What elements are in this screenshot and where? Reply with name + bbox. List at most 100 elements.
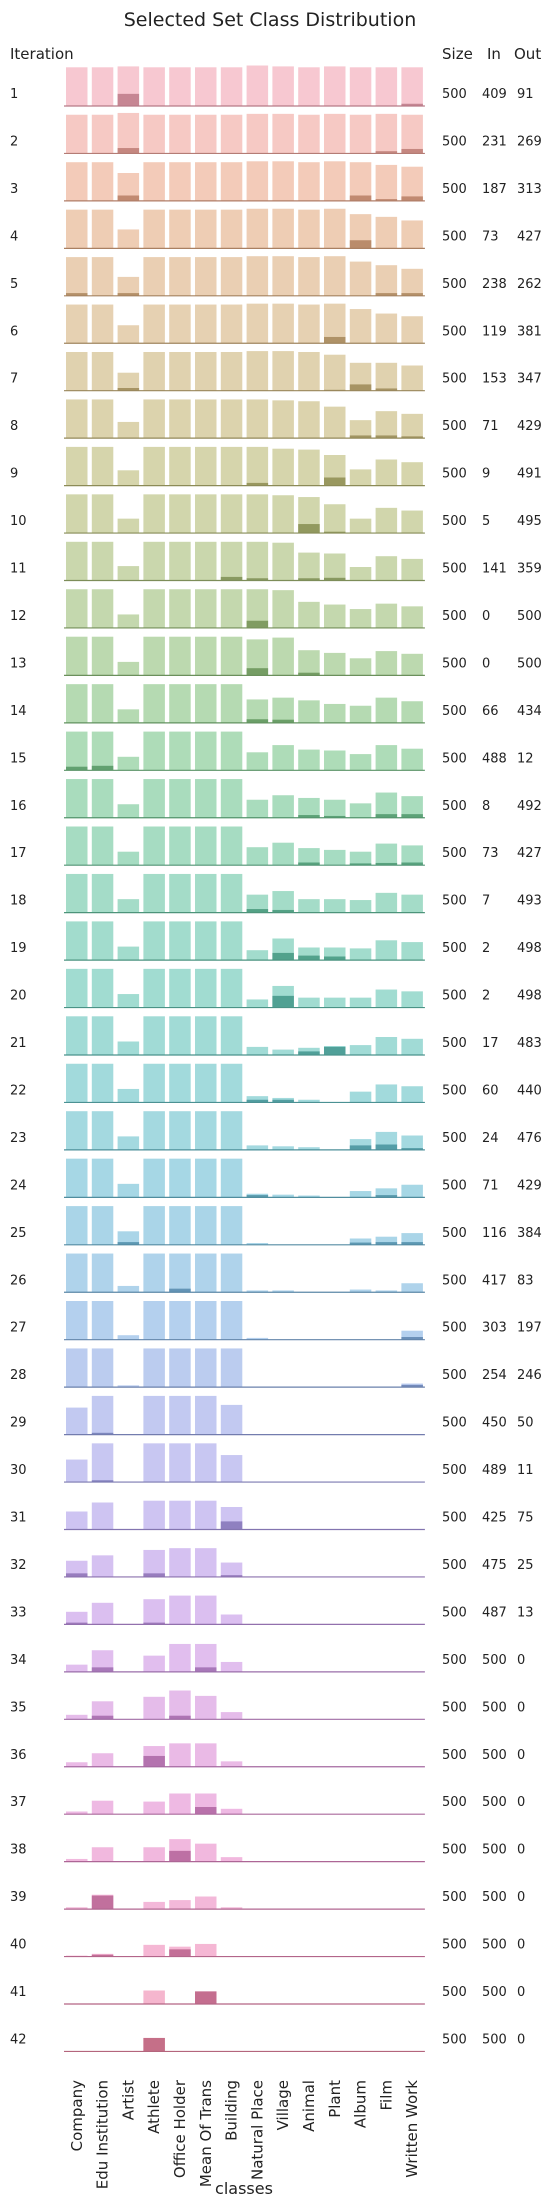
selected-bar — [375, 199, 398, 201]
selected-bar — [324, 815, 346, 818]
out-value: 0 — [517, 1843, 525, 1858]
selected-bar — [246, 620, 269, 628]
total-bar — [220, 1857, 243, 1862]
out-value: 0 — [517, 1985, 525, 2000]
total-bar — [91, 1502, 114, 1530]
total-bar — [195, 589, 217, 628]
total-bar — [220, 1761, 243, 1767]
iteration-row: 23 500 24 476 — [10, 1111, 542, 1151]
total-bar — [349, 754, 372, 771]
size-value: 500 — [442, 1368, 467, 1383]
total-bar — [349, 803, 372, 818]
iteration-label: 24 — [10, 1178, 27, 1193]
total-bar — [324, 504, 346, 534]
x-tick-label: Natural Place — [248, 2080, 266, 2180]
iteration-label: 33 — [10, 1605, 27, 1620]
total-bar — [298, 257, 320, 296]
size-value: 500 — [442, 1795, 467, 1810]
iteration-label: 26 — [10, 1273, 27, 1288]
total-bar — [401, 845, 423, 866]
total-bar — [401, 606, 423, 628]
total-bar — [117, 1088, 140, 1103]
out-value: 347 — [517, 372, 542, 387]
total-bar — [195, 114, 217, 154]
iteration-row: 32 500 475 25 — [10, 1548, 534, 1578]
in-value: 153 — [482, 372, 507, 387]
iteration-row: 22 500 60 440 — [10, 1063, 542, 1104]
total-bar — [195, 826, 217, 866]
in-value: 238 — [482, 277, 507, 292]
in-value: 303 — [482, 1321, 507, 1336]
in-value: 0 — [482, 609, 490, 624]
total-bar — [143, 1111, 165, 1150]
in-value: 409 — [482, 87, 507, 102]
iteration-label: 28 — [10, 1368, 27, 1383]
out-value: 75 — [517, 1511, 534, 1526]
total-bar — [401, 653, 423, 676]
total-bar — [324, 303, 346, 344]
total-bar — [401, 558, 423, 581]
selected-bar — [246, 482, 269, 486]
total-bar — [401, 413, 423, 439]
total-bar — [401, 894, 423, 913]
total-bar — [401, 942, 423, 961]
total-bar — [220, 1404, 243, 1435]
selected-bar — [349, 1242, 372, 1245]
total-bar — [66, 352, 88, 391]
selected-bar — [169, 1288, 191, 1293]
total-bar — [91, 1847, 114, 1862]
total-bar — [169, 1111, 191, 1150]
selected-bar — [272, 909, 294, 913]
total-bar — [143, 1395, 165, 1435]
total-bar — [169, 684, 191, 723]
in-value: 7 — [482, 894, 490, 909]
total-bar — [195, 921, 217, 961]
total-bar — [298, 449, 320, 486]
iteration-label: 17 — [10, 846, 27, 861]
total-bar — [66, 968, 88, 1008]
iteration-row: 11 500 141 359 — [10, 541, 542, 582]
total-bar — [143, 636, 165, 676]
total-bar — [169, 1643, 191, 1672]
total-bar — [272, 1194, 294, 1198]
selected-bar — [401, 1148, 423, 1150]
size-value: 500 — [442, 324, 467, 339]
total-bar — [66, 1158, 88, 1198]
total-bar — [298, 997, 320, 1008]
total-bar — [66, 636, 88, 676]
total-bar — [272, 590, 294, 628]
total-bar — [349, 948, 372, 961]
total-bar — [169, 67, 191, 106]
selected-bar — [169, 1850, 191, 1862]
out-value: 0 — [517, 2032, 525, 2047]
total-bar — [195, 1695, 217, 1720]
total-bar — [66, 1560, 88, 1577]
total-bar — [117, 661, 140, 676]
total-bar — [91, 1063, 114, 1103]
total-bar — [324, 406, 346, 439]
total-bar — [143, 494, 165, 534]
total-bar — [117, 1335, 140, 1340]
size-value: 500 — [442, 989, 467, 1004]
selected-bar — [375, 388, 398, 391]
size-value: 500 — [442, 419, 467, 434]
total-bar — [91, 67, 114, 106]
total-bar — [375, 603, 398, 628]
iteration-row: 9 500 9 491 — [10, 446, 542, 487]
iteration-label: 29 — [10, 1416, 27, 1431]
total-bar — [117, 276, 140, 296]
selected-bar — [401, 196, 423, 201]
size-value: 500 — [442, 704, 467, 719]
total-bar — [246, 541, 269, 581]
total-bar — [220, 1063, 243, 1103]
iteration-row: 10 500 5 495 — [10, 494, 542, 534]
iteration-label: 21 — [10, 1036, 27, 1051]
out-value: 384 — [517, 1226, 542, 1241]
iteration-label: 27 — [10, 1321, 27, 1336]
out-value: 476 — [517, 1131, 542, 1146]
out-value: 429 — [517, 1178, 542, 1193]
total-bar — [66, 731, 88, 771]
out-value: 483 — [517, 1036, 542, 1051]
selected-bar — [401, 148, 423, 154]
total-bar — [66, 1511, 88, 1530]
